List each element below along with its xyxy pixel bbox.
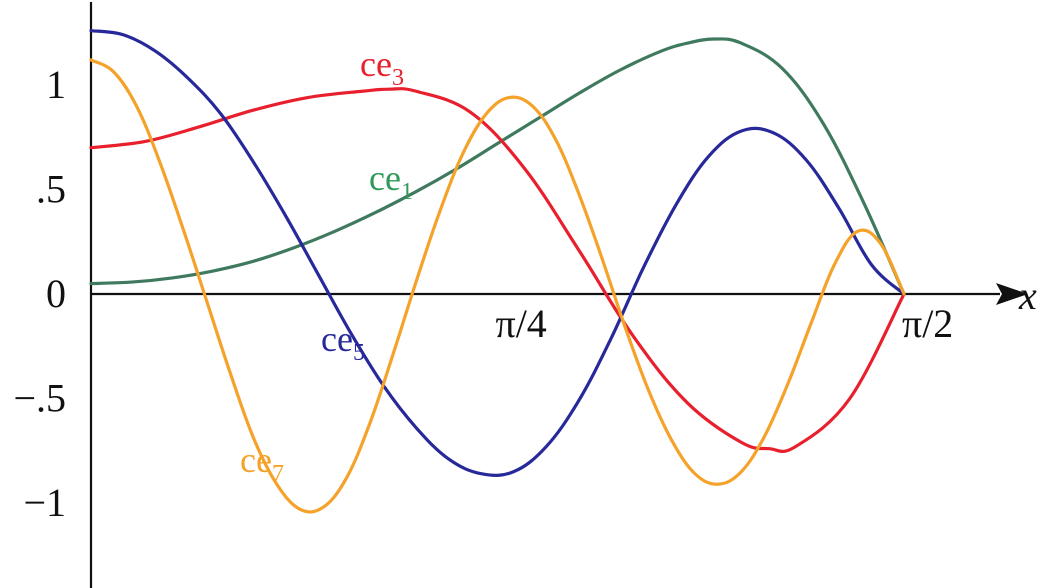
series-line-ce7 xyxy=(89,58,906,514)
x-tick-label: π/4 xyxy=(496,301,547,346)
series-line-ce1 xyxy=(89,37,906,296)
axes: x xyxy=(89,2,1037,588)
y-tick-label: −1 xyxy=(23,480,66,525)
x-axis-label: x xyxy=(1018,273,1037,318)
tick-labels: 1 .5 0 −.5 −1 π/4 π/2 xyxy=(13,62,953,525)
series-label-ce3: ce3 xyxy=(360,44,404,91)
y-tick-label: −.5 xyxy=(13,376,66,421)
series-label-ce1: ce1 xyxy=(369,158,413,205)
series-label-ce7: ce7 xyxy=(240,440,284,487)
y-tick-label: 1 xyxy=(46,62,66,107)
series-line-ce5 xyxy=(89,29,906,477)
y-tick-label: 0 xyxy=(46,271,66,316)
series-line-ce3 xyxy=(89,87,906,453)
series-label-ce5: ce5 xyxy=(321,319,365,366)
series-labels: ce1 ce3 ce5 ce7 xyxy=(240,44,413,487)
series-curves xyxy=(89,29,906,514)
y-tick-label: .5 xyxy=(36,167,66,212)
x-tick-label: π/2 xyxy=(902,301,953,346)
x-axis-arrowhead xyxy=(996,283,1028,305)
